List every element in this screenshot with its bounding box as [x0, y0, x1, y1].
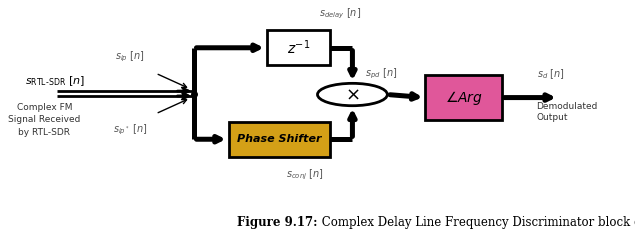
- Text: $z^{-1}$: $z^{-1}$: [287, 39, 310, 57]
- Text: Complex FM
Signal Received
by RTL-SDR: Complex FM Signal Received by RTL-SDR: [8, 103, 81, 137]
- Circle shape: [318, 83, 387, 106]
- Text: $s_{conj}\ [n]$: $s_{conj}\ [n]$: [286, 168, 324, 182]
- Text: Demodulated
Output: Demodulated Output: [537, 102, 598, 122]
- Text: $s_{\rm RTL\text{-}SDR}\ [n]$: $s_{\rm RTL\text{-}SDR}\ [n]$: [25, 74, 86, 88]
- Text: $s_{delay}\ [n]$: $s_{delay}\ [n]$: [319, 7, 361, 21]
- Text: $s_{ip^*}\ [n]$: $s_{ip^*}\ [n]$: [113, 123, 147, 137]
- Bar: [425, 75, 502, 120]
- Text: Figure 9.17:: Figure 9.17:: [237, 216, 318, 229]
- Bar: [267, 30, 330, 65]
- Text: $s_{pd}\ [n]$: $s_{pd}\ [n]$: [365, 67, 398, 81]
- Text: Complex Delay Line Frequency Discriminator block diagram: Complex Delay Line Frequency Discriminat…: [318, 216, 635, 229]
- Text: $\times$: $\times$: [345, 85, 360, 103]
- Text: Phase Shifter: Phase Shifter: [237, 134, 322, 144]
- Text: $s_{ip}\ [n]$: $s_{ip}\ [n]$: [116, 50, 145, 64]
- Bar: [229, 122, 330, 157]
- Text: $s_d\ [n]$: $s_d\ [n]$: [537, 67, 565, 81]
- Text: $\angle Arg$: $\angle Arg$: [444, 88, 483, 106]
